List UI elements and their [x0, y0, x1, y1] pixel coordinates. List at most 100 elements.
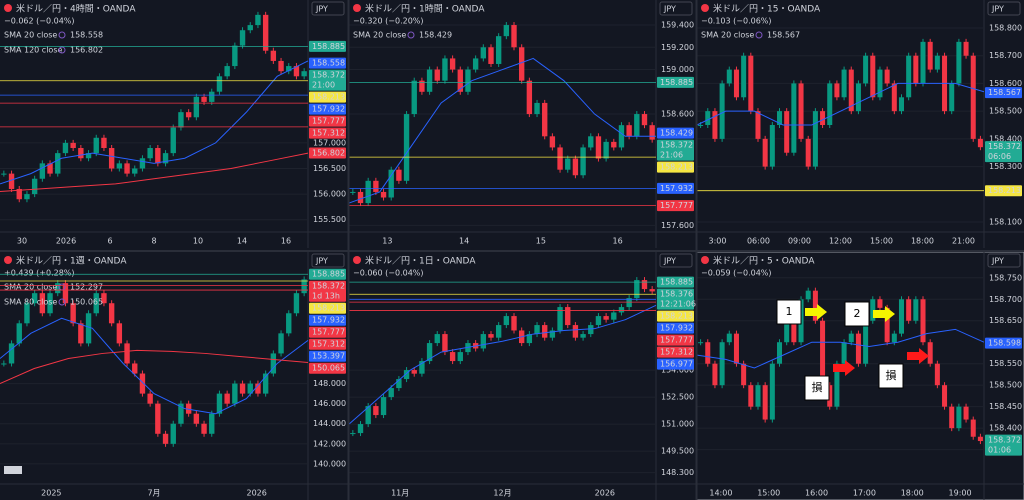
price-tag-sub: 06:06	[988, 152, 1011, 161]
candle	[55, 153, 61, 174]
candle	[949, 406, 955, 429]
candle	[634, 280, 640, 299]
candle	[769, 125, 775, 167]
chart-panel[interactable]: 157.000 156.500 156.000 155.500 30 2026 6 8 10 14…	[0, 0, 348, 248]
panel-title: 米ドル／円・15・OANDA	[713, 3, 821, 15]
candle	[132, 363, 138, 374]
candle	[419, 361, 425, 374]
chart-panel[interactable]: 158.750 158.700 158.650 158.550 158.500 158.4…	[696, 251, 1024, 500]
price-tag-label: 157.932	[312, 316, 345, 325]
candle	[170, 423, 176, 444]
candle	[426, 69, 433, 92]
chart-panel[interactable]: 148.000 146.000 144.000 142.000 140.000 2025 7…	[0, 252, 348, 500]
price-tag-sub: 01:06	[988, 446, 1011, 455]
candle	[906, 55, 912, 98]
price-tag-label: 156.977	[660, 360, 693, 369]
price-tag	[657, 200, 694, 212]
candle	[503, 316, 510, 326]
candle	[147, 148, 153, 159]
candle	[457, 352, 463, 362]
candle	[626, 298, 632, 308]
x-tick-label: 19:00	[949, 489, 972, 498]
price-tag	[657, 346, 694, 358]
price-tag	[657, 334, 694, 346]
candle	[449, 352, 456, 362]
candle	[588, 325, 594, 335]
candle	[719, 83, 725, 139]
candle	[78, 148, 84, 159]
candle	[232, 45, 238, 67]
candle	[855, 83, 861, 112]
symbol-icon	[4, 4, 12, 12]
price-tag	[657, 127, 694, 139]
candle	[580, 334, 586, 338]
price-change: −0.103 (−0.06%)	[701, 17, 772, 26]
candle	[977, 436, 983, 442]
price-tag-label: 158.213	[660, 163, 693, 172]
y-tick-label: 156.000	[313, 190, 346, 199]
candle	[70, 142, 76, 149]
chart-panel[interactable]: 159.400 159.200 159.000 158.600 157.600 13 14 1…	[348, 0, 696, 248]
y-tick-label: 158.600	[989, 79, 1022, 88]
candle	[278, 60, 284, 72]
candle	[8, 343, 15, 364]
candle	[147, 393, 153, 404]
x-tick-label: 15:00	[757, 489, 780, 498]
price-tag-label: 157.932	[660, 324, 693, 333]
x-tick-label: 18:00	[901, 489, 924, 498]
candle	[247, 25, 253, 31]
y-tick-label: 158.400	[989, 134, 1022, 143]
candle	[834, 83, 840, 98]
sma-line	[696, 328, 985, 369]
candle	[55, 283, 61, 294]
price-tag-label: 158.558	[312, 59, 345, 68]
candle	[488, 334, 494, 338]
candle	[820, 111, 826, 126]
annotation-box	[804, 375, 830, 401]
y-tick-label: 140.000	[313, 459, 346, 468]
candle	[139, 158, 146, 169]
candle	[698, 125, 704, 127]
candle	[365, 180, 371, 204]
candle	[224, 66, 230, 77]
price-tag-label: 157.777	[312, 117, 345, 126]
y-tick-label: 158.750	[989, 273, 1022, 282]
indicator-icon	[58, 298, 66, 306]
candle	[178, 112, 184, 128]
y-tick-label: 159.400	[661, 21, 694, 30]
candle	[357, 191, 364, 204]
candle	[603, 141, 609, 159]
candle	[565, 158, 571, 170]
candle	[488, 47, 494, 64]
chart-panel[interactable]: 158.800158.700158.600158.500158.400158.3…	[696, 0, 1024, 248]
currency-label: JPY	[663, 5, 676, 14]
candle	[85, 313, 92, 344]
currency-button[interactable]	[987, 253, 1021, 268]
price-tag-label: 158.885	[660, 278, 693, 287]
currency-button[interactable]	[659, 253, 693, 268]
candle	[1, 363, 7, 365]
chart-panel[interactable]: 154.000 152.500 151.000 149.500 148.300 11月 12…	[348, 252, 696, 500]
candle	[963, 406, 969, 420]
price-tag-label: 157.777	[660, 336, 693, 345]
symbol-icon	[353, 256, 361, 264]
candle	[185, 112, 192, 118]
candle	[534, 102, 540, 115]
candle	[511, 25, 517, 48]
panel-bg	[0, 0, 348, 248]
price-tag	[309, 91, 346, 103]
y-tick-label: 158.500	[989, 107, 1022, 116]
price-tag	[309, 338, 346, 350]
x-tick-label: 13	[382, 237, 392, 246]
currency-button[interactable]	[987, 1, 1021, 16]
indicator-icon	[58, 31, 66, 39]
currency-button[interactable]	[659, 1, 693, 16]
candle	[549, 330, 556, 338]
currency-button[interactable]	[311, 253, 345, 268]
y-tick-label: 146.000	[313, 399, 346, 408]
candle	[396, 379, 402, 389]
candle	[863, 320, 869, 364]
x-tick-label: 21:00	[952, 237, 975, 246]
currency-button[interactable]	[311, 1, 345, 16]
